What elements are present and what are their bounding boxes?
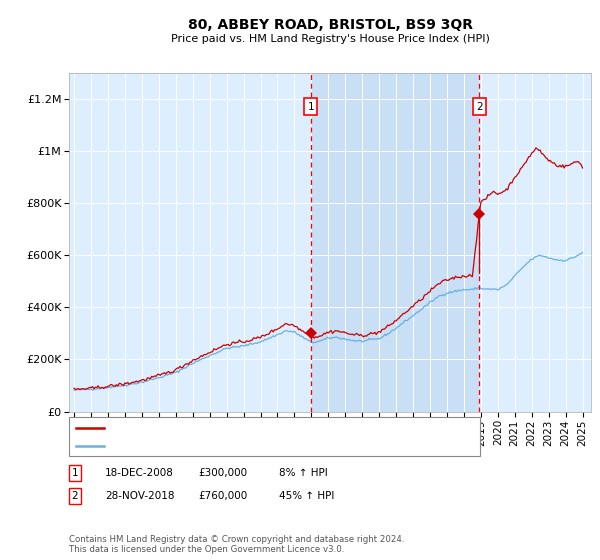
- Text: 18-DEC-2008: 18-DEC-2008: [105, 468, 174, 478]
- Text: 2: 2: [71, 491, 79, 501]
- Text: 28-NOV-2018: 28-NOV-2018: [105, 491, 175, 501]
- Text: £760,000: £760,000: [198, 491, 247, 501]
- Text: £300,000: £300,000: [198, 468, 247, 478]
- Text: Contains HM Land Registry data © Crown copyright and database right 2024.
This d: Contains HM Land Registry data © Crown c…: [69, 535, 404, 554]
- Text: 1: 1: [307, 102, 314, 111]
- Text: 45% ↑ HPI: 45% ↑ HPI: [279, 491, 334, 501]
- Text: 80, ABBEY ROAD, BRISTOL, BS9 3QR: 80, ABBEY ROAD, BRISTOL, BS9 3QR: [187, 18, 473, 32]
- Text: HPI: Average price, detached house, City of Bristol: HPI: Average price, detached house, City…: [109, 441, 372, 451]
- Text: 8% ↑ HPI: 8% ↑ HPI: [279, 468, 328, 478]
- Text: 2: 2: [476, 102, 482, 111]
- Bar: [311, 73, 479, 412]
- Text: Price paid vs. HM Land Registry's House Price Index (HPI): Price paid vs. HM Land Registry's House …: [170, 34, 490, 44]
- Text: 80, ABBEY ROAD, BRISTOL, BS9 3QR (detached house): 80, ABBEY ROAD, BRISTOL, BS9 3QR (detach…: [109, 423, 394, 433]
- Text: 1: 1: [71, 468, 79, 478]
